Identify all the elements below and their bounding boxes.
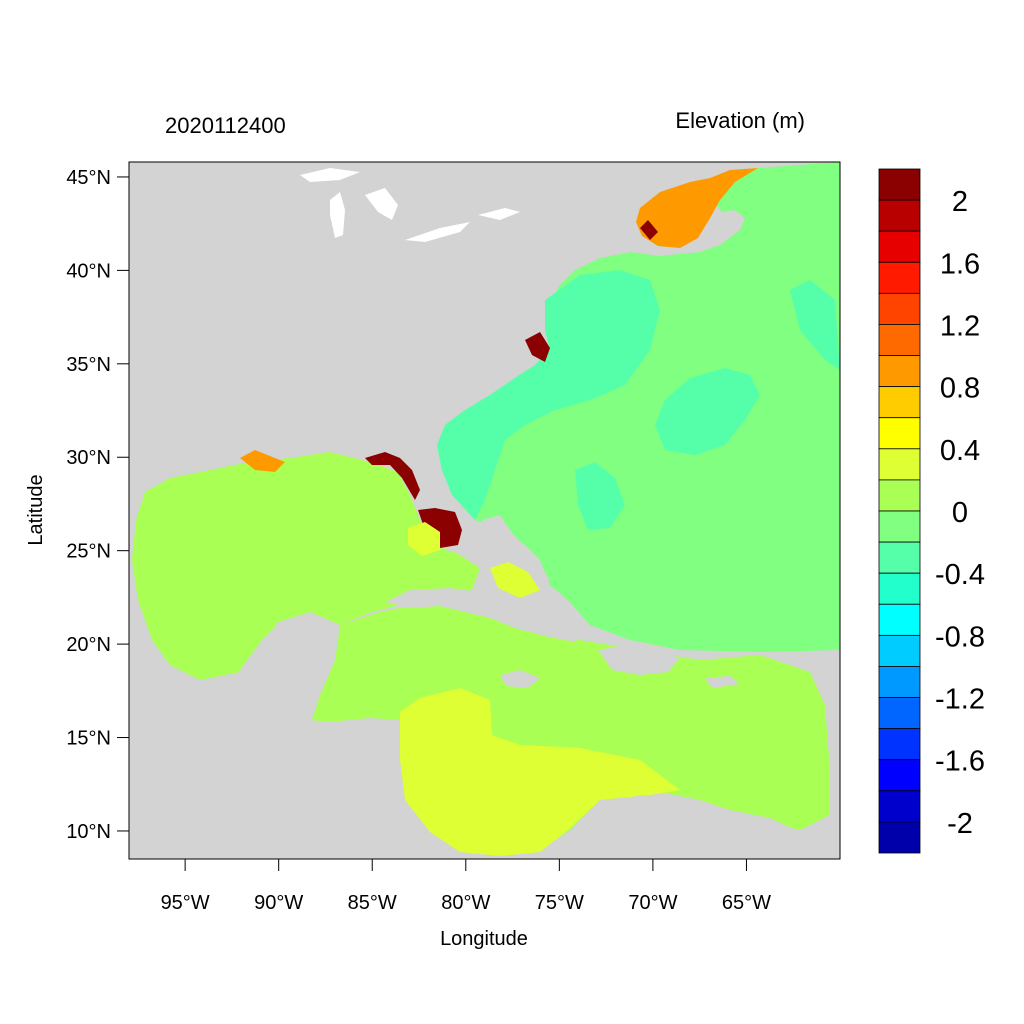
colorbar-label: 1.2 xyxy=(940,310,980,342)
colorbar-swatch xyxy=(878,168,921,201)
surge-bay-yellow xyxy=(408,522,440,556)
storm-surge-florida xyxy=(418,508,462,548)
jamaica xyxy=(500,670,540,688)
atlantic-ocean xyxy=(437,162,840,652)
colorbar-swatch xyxy=(878,572,921,605)
colorbar-label: -1.6 xyxy=(935,746,985,778)
colorbar-swatch xyxy=(878,759,921,792)
south-america-coast xyxy=(540,795,840,859)
lake-michigan xyxy=(330,192,345,238)
colorbar-swatch xyxy=(878,355,921,388)
x-tick-label: 90°W xyxy=(254,892,303,914)
x-axis: 95°W 90°W 85°W 80°W 75°W 70°W 65°W xyxy=(161,859,771,914)
colorbar-label: -1.2 xyxy=(935,684,985,716)
colorbar-swatch xyxy=(878,790,921,823)
offshore-eddy xyxy=(655,368,760,455)
x-tick-label: 70°W xyxy=(628,892,677,914)
colorbar-swatch xyxy=(878,510,921,543)
colorbar-swatch xyxy=(878,448,921,481)
y-tick-label: 45°N xyxy=(66,167,111,189)
x-tick-label: 95°W xyxy=(161,892,210,914)
y-axis-title: Latitude xyxy=(25,474,47,545)
colorbar-swatch xyxy=(878,634,921,667)
y-axis: 45°N 40°N 35°N 30°N 25°N 20°N 15°N 10°N xyxy=(66,167,129,843)
colorbar-swatch xyxy=(878,728,921,761)
hispaniola xyxy=(598,645,680,675)
bahamas xyxy=(482,515,550,585)
continental-shelf-region xyxy=(437,270,660,520)
colorbar-label: -0.4 xyxy=(935,559,985,591)
x-tick-label: 75°W xyxy=(535,892,584,914)
storm-surge-core xyxy=(640,220,658,240)
variable-label: Elevation (m) xyxy=(675,108,805,133)
colorbar-label: 0 xyxy=(952,497,968,529)
x-tick-label: 85°W xyxy=(348,892,397,914)
y-tick-label: 30°N xyxy=(66,447,111,469)
map-plot-area xyxy=(128,161,841,860)
date-label: 2020112400 xyxy=(165,113,286,138)
colorbar-swatch xyxy=(878,417,921,450)
colorbar-swatch xyxy=(878,603,921,636)
colorbar-label: 0.4 xyxy=(940,435,980,467)
offshore-eddy xyxy=(790,280,840,370)
y-tick-label: 10°N xyxy=(66,821,111,843)
colorbar-swatch xyxy=(878,821,921,854)
lake-erie xyxy=(405,222,470,242)
y-tick-label: 35°N xyxy=(66,354,111,376)
storm-surge-carolina xyxy=(525,332,550,362)
puerto-rico xyxy=(705,676,740,688)
lake-ontario xyxy=(478,208,520,220)
colorbar-swatch xyxy=(878,199,921,232)
colorbar-label: 2 xyxy=(952,186,968,218)
x-tick-label: 80°W xyxy=(441,892,490,914)
y-tick-label: 20°N xyxy=(66,634,111,656)
surge-cuba-north xyxy=(490,562,540,598)
y-tick-label: 25°N xyxy=(66,541,111,563)
x-tick-label: 65°W xyxy=(722,892,771,914)
colorbar-swatch xyxy=(878,666,921,698)
storm-surge-florida-west xyxy=(365,452,420,500)
x-axis-title: Longitude xyxy=(440,928,528,950)
lake-superior xyxy=(300,168,360,182)
colorbar-swatch xyxy=(878,230,921,263)
colorbar-swatch xyxy=(878,292,921,325)
storm-surge-louisiana xyxy=(240,450,285,472)
colorbar-swatch xyxy=(878,479,921,512)
storm-surge-northeast xyxy=(636,168,758,248)
cuba xyxy=(385,588,585,642)
gulf-of-mexico xyxy=(132,452,480,680)
colorbar-swatch xyxy=(878,541,921,574)
plot-frame xyxy=(128,161,841,860)
yucatan-peninsula xyxy=(240,612,340,720)
colorbar-labels: 2 1.6 1.2 0.8 0.4 0 -0.4 -0.8 -1.2 -1.6 -2 xyxy=(935,186,985,840)
y-tick-label: 15°N xyxy=(66,728,111,750)
colorbar-swatch xyxy=(878,261,921,294)
colorbar-label: 0.8 xyxy=(940,373,980,405)
southern-caribbean-region xyxy=(400,688,680,856)
colorbar xyxy=(878,168,921,854)
colorbar-label: 1.6 xyxy=(940,248,980,280)
colorbar-swatch xyxy=(878,324,921,356)
offshore-eddy xyxy=(575,462,625,530)
colorbar-label: -0.8 xyxy=(935,621,985,653)
y-tick-label: 40°N xyxy=(66,260,111,282)
colorbar-label: -2 xyxy=(947,808,973,840)
colorbar-swatch xyxy=(878,386,921,419)
lake-huron xyxy=(365,188,398,220)
colorbar-swatch xyxy=(878,697,921,730)
